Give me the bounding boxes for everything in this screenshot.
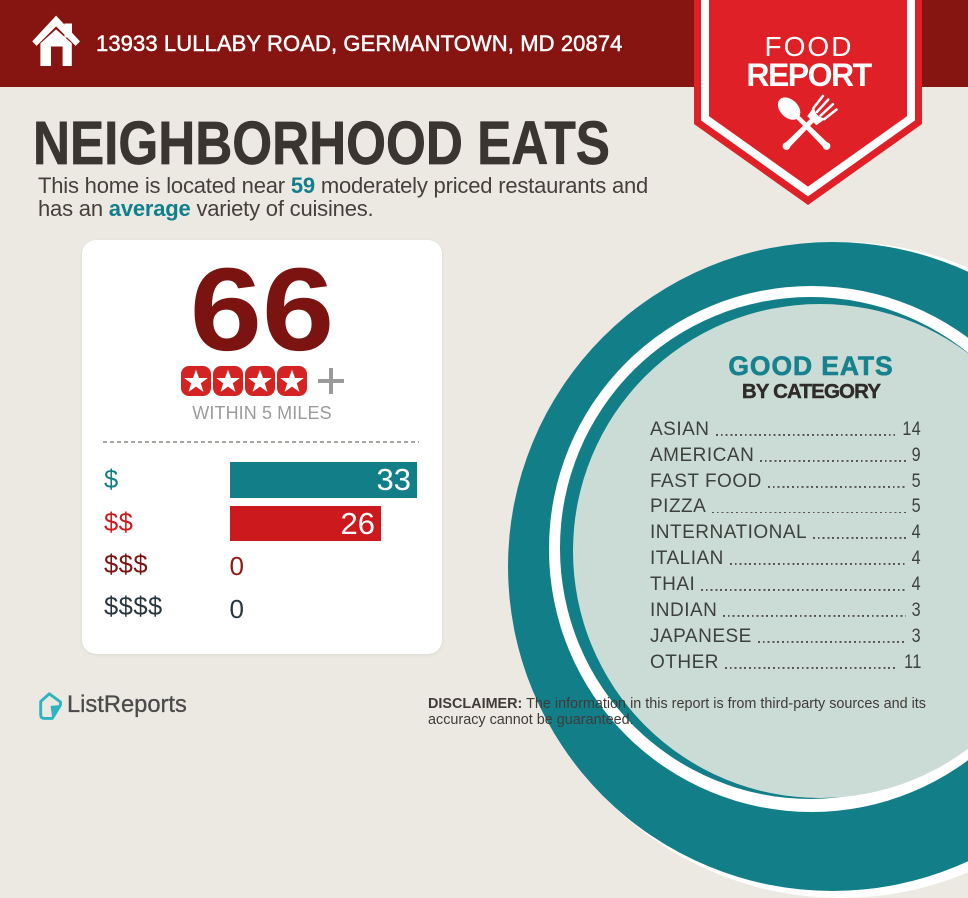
svg-text:REPORT: REPORT (746, 57, 872, 93)
svg-text:FOOD: FOOD (765, 31, 854, 62)
